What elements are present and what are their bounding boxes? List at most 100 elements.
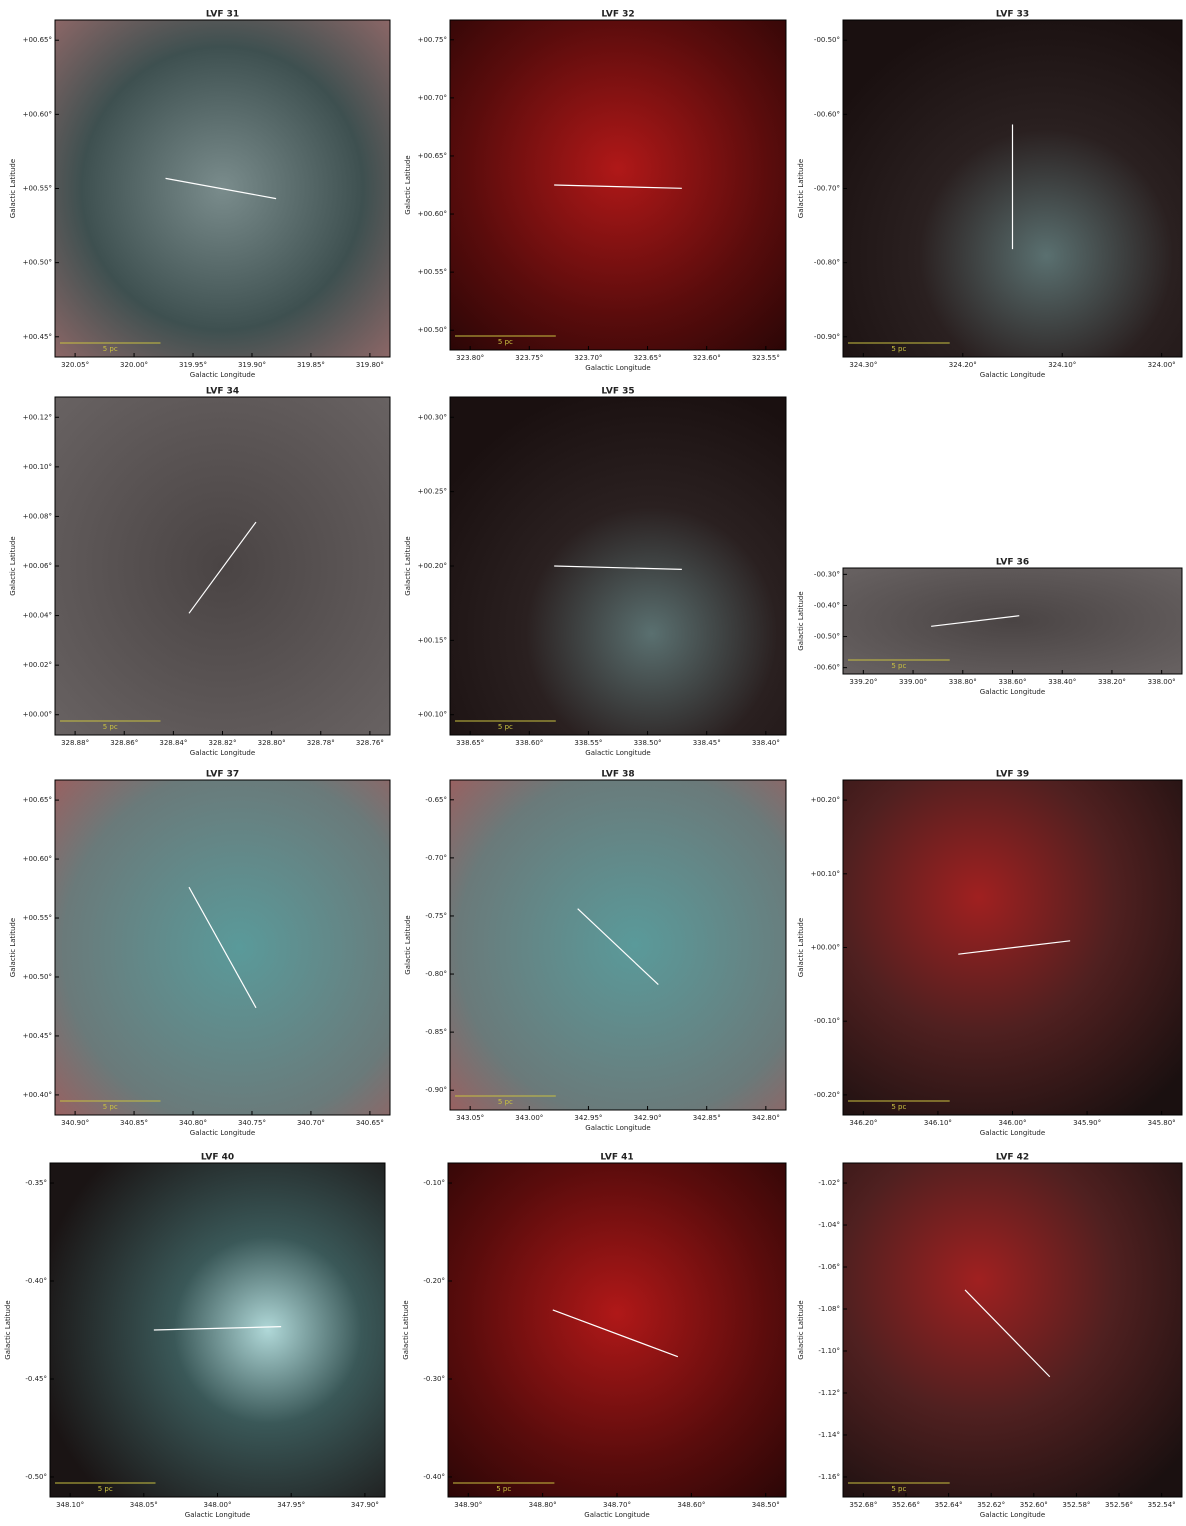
y-tick-label: -00.40° bbox=[814, 601, 840, 609]
x-axis-label: Galactic Longitude bbox=[980, 1129, 1045, 1137]
x-tick-label: 348.80° bbox=[529, 1501, 557, 1509]
x-tick-label: 352.66° bbox=[892, 1501, 920, 1509]
y-tick-label: -0.40° bbox=[423, 1473, 445, 1481]
x-tick-label: 348.90° bbox=[454, 1501, 482, 1509]
y-axis-label: Galactic Latitude bbox=[402, 1300, 410, 1359]
x-axis-label: Galactic Longitude bbox=[190, 371, 255, 379]
y-axis-label: Galactic Latitude bbox=[797, 591, 805, 650]
y-tick-label: -00.90° bbox=[814, 333, 840, 341]
y-tick-label: -0.35° bbox=[25, 1179, 47, 1187]
x-tick-label: 328.88° bbox=[61, 739, 89, 747]
x-axis-label: Galactic Longitude bbox=[190, 749, 255, 757]
x-tick-label: 338.40° bbox=[1048, 678, 1076, 686]
x-tick-label: 340.80° bbox=[179, 1119, 207, 1127]
sky-image bbox=[448, 1163, 786, 1497]
y-tick-label: -1.02° bbox=[818, 1179, 840, 1187]
y-tick-label: +00.10° bbox=[418, 711, 447, 719]
y-tick-label: -00.70° bbox=[814, 185, 840, 193]
scale-bar-label: 5 pc bbox=[103, 345, 118, 353]
x-tick-label: 347.95° bbox=[277, 1501, 305, 1509]
y-tick-label: +00.12° bbox=[23, 413, 52, 421]
x-tick-label: 346.00° bbox=[999, 1119, 1027, 1127]
y-tick-label: -1.12° bbox=[818, 1389, 840, 1397]
x-tick-label: 338.50° bbox=[634, 739, 662, 747]
y-tick-label: +00.45° bbox=[23, 1032, 52, 1040]
y-tick-label: -0.30° bbox=[423, 1375, 445, 1383]
scale-bar-label: 5 pc bbox=[498, 723, 513, 731]
x-tick-label: 319.80° bbox=[356, 361, 384, 369]
y-axis-label: Galactic Latitude bbox=[404, 536, 412, 595]
x-tick-label: 347.90° bbox=[351, 1501, 379, 1509]
y-tick-label: -0.90° bbox=[425, 1086, 447, 1094]
x-tick-label: 348.50° bbox=[752, 1501, 780, 1509]
y-tick-label: -0.45° bbox=[25, 1375, 47, 1383]
x-tick-label: 348.70° bbox=[603, 1501, 631, 1509]
y-axis-label: Galactic Latitude bbox=[797, 918, 805, 977]
y-tick-label: +00.50° bbox=[23, 259, 52, 267]
x-tick-label: 340.90° bbox=[61, 1119, 89, 1127]
x-tick-label: 342.85° bbox=[693, 1114, 721, 1122]
scale-bar-label: 5 pc bbox=[103, 723, 118, 731]
x-tick-label: 352.68° bbox=[849, 1501, 877, 1509]
x-tick-label: 348.60° bbox=[677, 1501, 705, 1509]
y-tick-label: +00.50° bbox=[418, 326, 447, 334]
scale-bar-label: 5 pc bbox=[496, 1485, 511, 1493]
y-tick-label: +00.10° bbox=[23, 463, 52, 471]
panel-title: LVF 34 bbox=[206, 387, 239, 397]
y-tick-label: -0.70° bbox=[425, 854, 447, 862]
x-tick-label: 319.95° bbox=[179, 361, 207, 369]
x-tick-label: 352.58° bbox=[1062, 1501, 1090, 1509]
y-tick-label: -00.30° bbox=[814, 570, 840, 578]
x-tick-label: 346.10° bbox=[924, 1119, 952, 1127]
x-axis-label: Galactic Longitude bbox=[585, 364, 650, 372]
y-tick-label: -00.80° bbox=[814, 259, 840, 267]
y-axis-label: Galactic Latitude bbox=[9, 918, 17, 977]
x-tick-label: 352.54° bbox=[1148, 1501, 1176, 1509]
panel-title: LVF 33 bbox=[996, 10, 1029, 20]
x-tick-label: 346.20° bbox=[849, 1119, 877, 1127]
panel-title: LVF 42 bbox=[996, 1153, 1029, 1163]
panel-title: LVF 38 bbox=[601, 770, 634, 780]
x-axis-label: Galactic Longitude bbox=[584, 1511, 649, 1519]
x-tick-label: 338.45° bbox=[693, 739, 721, 747]
y-tick-label: -1.10° bbox=[818, 1347, 840, 1355]
sky-image bbox=[843, 568, 1182, 674]
y-tick-label: +00.06° bbox=[23, 562, 52, 570]
x-tick-label: 342.80° bbox=[752, 1114, 780, 1122]
x-tick-label: 319.85° bbox=[297, 361, 325, 369]
y-tick-label: +00.08° bbox=[23, 512, 52, 520]
x-tick-label: 324.10° bbox=[1048, 361, 1076, 369]
figure: LVF 31Galactic LongitudeGalactic Latitud… bbox=[0, 0, 1186, 1522]
x-tick-label: 323.55° bbox=[752, 354, 780, 362]
y-tick-label: -0.10° bbox=[423, 1179, 445, 1187]
x-tick-label: 340.70° bbox=[297, 1119, 325, 1127]
x-tick-label: 338.20° bbox=[1098, 678, 1126, 686]
x-tick-label: 328.80° bbox=[258, 739, 286, 747]
x-tick-label: 343.05° bbox=[456, 1114, 484, 1122]
x-tick-label: 338.80° bbox=[949, 678, 977, 686]
y-tick-label: +00.65° bbox=[23, 36, 52, 44]
x-axis-label: Galactic Longitude bbox=[585, 1124, 650, 1132]
x-tick-label: 352.64° bbox=[935, 1501, 963, 1509]
y-axis-label: Galactic Latitude bbox=[404, 155, 412, 214]
y-tick-label: +00.40° bbox=[23, 1091, 52, 1099]
x-tick-label: 342.95° bbox=[574, 1114, 602, 1122]
y-tick-label: +00.55° bbox=[23, 185, 52, 193]
y-tick-label: +00.25° bbox=[418, 488, 447, 496]
sky-image bbox=[450, 397, 786, 735]
x-axis-label: Galactic Longitude bbox=[190, 1129, 255, 1137]
y-tick-label: +00.55° bbox=[418, 268, 447, 276]
panel-title: LVF 35 bbox=[601, 387, 634, 397]
x-tick-label: 338.60° bbox=[999, 678, 1027, 686]
x-tick-label: 338.60° bbox=[515, 739, 543, 747]
y-tick-label: -00.10° bbox=[814, 1017, 840, 1025]
x-tick-label: 345.80° bbox=[1148, 1119, 1176, 1127]
x-tick-label: 352.60° bbox=[1020, 1501, 1048, 1509]
y-tick-label: -1.14° bbox=[818, 1431, 840, 1439]
x-tick-label: 338.40° bbox=[752, 739, 780, 747]
y-tick-label: +00.02° bbox=[23, 661, 52, 669]
x-tick-label: 342.90° bbox=[634, 1114, 662, 1122]
sky-image bbox=[55, 397, 390, 735]
y-tick-label: +00.04° bbox=[23, 612, 52, 620]
x-tick-label: 348.00° bbox=[204, 1501, 232, 1509]
